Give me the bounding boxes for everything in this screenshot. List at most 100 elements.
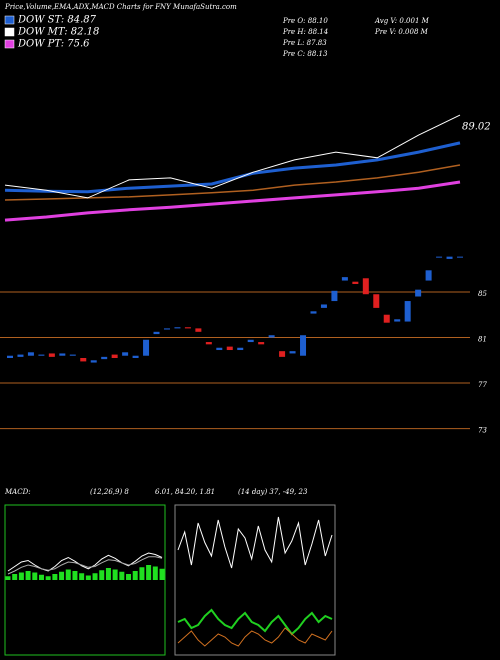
candle [153, 331, 160, 335]
stat: Pre V: 0.008 M [374, 28, 429, 36]
macd-bar [38, 574, 44, 580]
y-tick-label: 73 [478, 427, 487, 435]
macd-line [7, 556, 163, 575]
macd-bar [112, 569, 118, 580]
macd-bar [159, 568, 165, 580]
candle [289, 351, 296, 354]
adx-line [177, 608, 333, 636]
macd-bar [152, 566, 158, 580]
macd-panel [4, 504, 166, 656]
candle [331, 290, 338, 302]
candle [320, 304, 327, 308]
macd-bar [105, 568, 111, 580]
candle [27, 352, 34, 356]
candle [59, 353, 66, 356]
macd-bar [146, 565, 152, 580]
candle [457, 256, 463, 258]
candle [226, 346, 233, 351]
macd-bar [25, 571, 31, 580]
candle [69, 354, 76, 356]
candle [216, 347, 223, 351]
candle [237, 347, 244, 351]
macd-bar [139, 567, 145, 580]
macd-readout: 6.01, 84.20, 1.81 [155, 488, 215, 496]
stat: Pre L: 87.83 [282, 39, 327, 47]
candle [268, 335, 275, 338]
stat: Pre H: 88.14 [282, 28, 328, 36]
macd-bar [45, 576, 51, 580]
macd-bar [99, 570, 105, 580]
candle [17, 354, 24, 357]
candle [184, 327, 191, 329]
price-line [4, 141, 461, 194]
stat: Avg V: 0.001 M [374, 17, 430, 25]
candle [174, 327, 181, 329]
adx-panel [174, 504, 336, 656]
candle [425, 270, 432, 281]
legend-swatch [4, 15, 15, 25]
candle [205, 342, 212, 345]
candle [300, 335, 307, 356]
candle [415, 289, 422, 297]
y-tick-label: 81 [478, 336, 487, 344]
candle [446, 256, 453, 259]
macd-params: (12,26,9) 8 [90, 488, 129, 496]
page-title: Price,Volume,EMA,ADX,MACD Charts for FNY… [4, 3, 237, 11]
macd-bar [12, 574, 18, 580]
legend-label: DOW PT: 75.6 [17, 39, 90, 50]
adx-line [177, 627, 333, 647]
legend-swatch [4, 27, 15, 37]
legend-label: DOW MT: 82.18 [17, 27, 99, 38]
macd-bar [119, 571, 125, 580]
macd-bar [79, 573, 85, 580]
candle [352, 281, 359, 284]
macd-bar [52, 574, 58, 580]
candle [80, 358, 87, 362]
macd-bar [18, 572, 24, 580]
stat: Pre C: 88.13 [282, 50, 328, 58]
macd-bar [65, 569, 71, 580]
adx-line [177, 516, 333, 569]
macd-bar [85, 575, 91, 580]
candle [195, 328, 202, 332]
adx-label: (14 day) 37, -49, 23 [238, 488, 308, 496]
candle [143, 339, 150, 356]
candle [111, 354, 118, 358]
y-tick-label: 85 [478, 290, 487, 298]
price-line [4, 164, 461, 201]
candle [132, 355, 139, 358]
macd-bar [5, 576, 11, 580]
candle [48, 353, 55, 357]
macd-bar [92, 573, 98, 580]
macd-bar [32, 572, 38, 580]
y-tick-label: 77 [478, 381, 487, 389]
candle [163, 328, 170, 330]
candle [38, 354, 45, 356]
macd-bar [72, 571, 78, 580]
candle [394, 319, 401, 322]
candle [258, 342, 265, 345]
macd-bar [132, 571, 138, 580]
macd-label: MACD: [4, 488, 31, 496]
candle [7, 355, 13, 358]
candle [90, 360, 97, 363]
candle [247, 339, 254, 343]
candle [436, 256, 443, 258]
legend-swatch [4, 39, 15, 49]
candle [373, 294, 380, 308]
legend-label: DOW ST: 84.87 [17, 15, 97, 26]
price-line [4, 114, 461, 199]
price-line [4, 180, 461, 222]
macd-bar [126, 574, 132, 580]
stat: Pre O: 88.10 [282, 17, 328, 25]
candle [310, 311, 317, 314]
macd-bar [59, 571, 65, 580]
candle [404, 301, 411, 322]
candle [383, 314, 390, 323]
candle [101, 356, 108, 360]
macd-line [7, 552, 163, 572]
candle [122, 352, 129, 356]
candle [341, 277, 348, 281]
last-price-label: 89.02 [462, 122, 491, 133]
